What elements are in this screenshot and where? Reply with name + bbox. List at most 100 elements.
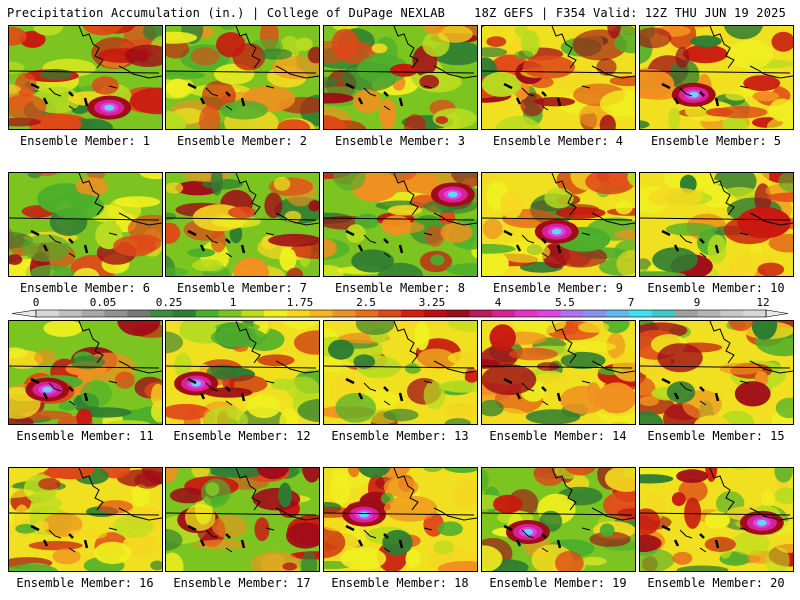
- border-line: [324, 70, 475, 74]
- ensemble-map-panel: [639, 320, 794, 425]
- colorbar-swatch: [286, 310, 311, 317]
- colorbar-swatch: [423, 310, 447, 317]
- panel-label: Ensemble Member: 8: [334, 281, 466, 295]
- ensemble-map-panel: [323, 320, 478, 425]
- panel-label: Ensemble Member: 14: [489, 429, 627, 443]
- colorbar-min-arrow: [11, 309, 37, 318]
- precip-field: [640, 321, 793, 424]
- ensemble-map-panel: [165, 467, 320, 572]
- coastline: [205, 321, 319, 406]
- colorbar-swatch: [606, 310, 630, 317]
- coastline: [679, 173, 793, 258]
- coastline: [521, 321, 635, 406]
- lake: [345, 377, 355, 385]
- precip-field: [324, 173, 477, 276]
- panel-label: Ensemble Member: 2: [176, 134, 308, 148]
- lake: [661, 377, 671, 385]
- lake: [187, 82, 197, 90]
- border-line: [640, 217, 791, 221]
- lake: [383, 386, 389, 392]
- colorbar-swatch: [332, 310, 356, 317]
- ensemble-map-panel: [323, 25, 478, 130]
- precip-field: [482, 26, 635, 129]
- lake: [42, 244, 49, 252]
- precip-field: [324, 468, 477, 571]
- lake: [673, 392, 680, 400]
- coastline: [363, 468, 477, 553]
- border-line: [9, 512, 160, 516]
- border-line: [166, 512, 317, 516]
- lake: [714, 244, 720, 254]
- colorbar-swatch: [583, 310, 607, 317]
- lake: [714, 539, 720, 549]
- border-line: [166, 70, 317, 74]
- panel-label: Ensemble Member: 18: [331, 576, 469, 590]
- panel-label: Ensemble Member: 16: [16, 576, 154, 590]
- border-line: [324, 217, 475, 221]
- ensemble-map-panel: [481, 467, 636, 572]
- panel-label: Ensemble Member: 1: [19, 134, 151, 148]
- border-line: [482, 70, 633, 74]
- colorbar-swatch: [81, 310, 105, 317]
- colorbar-swatch: [218, 310, 242, 317]
- lake: [225, 533, 231, 539]
- ensemble-map-panel: [639, 25, 794, 130]
- lake: [357, 244, 364, 252]
- lake: [398, 97, 404, 107]
- lake: [199, 97, 206, 105]
- precip-field: [166, 173, 319, 276]
- precip-field: [482, 173, 635, 276]
- lake: [357, 392, 364, 400]
- lake: [541, 386, 547, 392]
- panel-label: Ensemble Member: 10: [647, 281, 785, 295]
- colorbar-swatch: [309, 310, 333, 317]
- lake: [240, 392, 246, 402]
- coastline: [205, 468, 319, 553]
- precip-field: [166, 26, 319, 129]
- colorbar-swatch: [401, 310, 425, 317]
- border-line: [324, 512, 475, 516]
- colorbar-swatch: [264, 310, 288, 317]
- border-line: [640, 70, 791, 74]
- colorbar-max-arrow: [765, 309, 789, 318]
- coastline: [363, 173, 477, 258]
- ensemble-map-panel: [639, 467, 794, 572]
- colorbar-swatch: [697, 310, 721, 317]
- colorbar-tick-label: 5.5: [555, 296, 575, 309]
- ensemble-map-panel: [323, 467, 478, 572]
- lake: [673, 244, 680, 252]
- colorbar-swatch: [492, 310, 516, 317]
- lake: [225, 91, 231, 97]
- lake: [714, 97, 720, 107]
- lake: [345, 229, 355, 237]
- coastline: [48, 468, 162, 553]
- colorbar-tick-label: 4: [494, 296, 502, 309]
- lake: [541, 238, 547, 244]
- lake: [42, 392, 49, 400]
- precip-field: [324, 321, 477, 424]
- panel-label: Ensemble Member: 4: [492, 134, 624, 148]
- lake: [383, 533, 389, 539]
- lake: [398, 244, 404, 254]
- ensemble-map-panel: [639, 172, 794, 277]
- colorbar-tick-label: 9: [693, 296, 701, 309]
- lake: [383, 238, 389, 244]
- lake: [83, 244, 89, 254]
- lake: [541, 533, 547, 539]
- border-line: [9, 70, 160, 74]
- lake: [673, 539, 680, 547]
- lake: [661, 524, 671, 532]
- colorbar-swatch: [127, 310, 151, 317]
- border-line: [640, 365, 791, 369]
- lake: [83, 392, 89, 402]
- lake: [30, 377, 40, 385]
- colorbar-tick-label: 7: [627, 296, 635, 309]
- lake: [240, 539, 246, 549]
- ensemble-map-panel: [481, 172, 636, 277]
- colorbar-swatch: [195, 310, 219, 317]
- lake: [398, 392, 404, 402]
- lake: [515, 244, 522, 252]
- ensemble-map-panel: [8, 467, 163, 572]
- lake: [42, 97, 49, 105]
- lake: [503, 229, 513, 237]
